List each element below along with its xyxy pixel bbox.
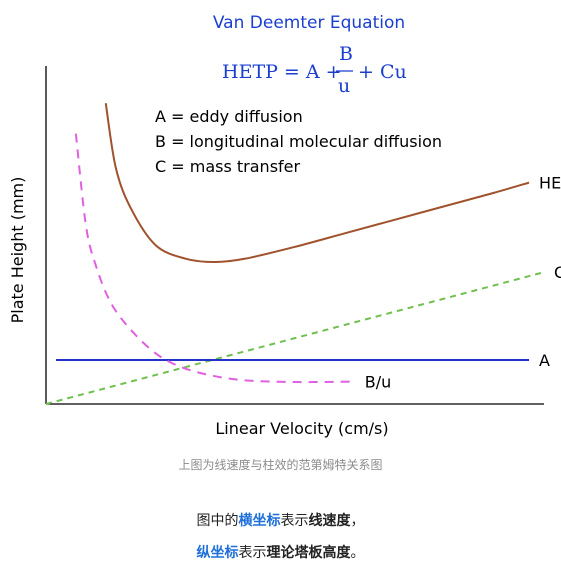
series-line-cu [45, 271, 545, 405]
x-axis-label: Linear Velocity (cm/s) [215, 419, 388, 438]
series-label-hetp: HETP [539, 174, 561, 193]
series-label-a: A [539, 351, 550, 370]
equation-denominator: u [338, 75, 350, 97]
note1-punct: ， [350, 513, 365, 529]
term-definitions: A = eddy diffusion B = longitudinal mole… [155, 107, 442, 176]
series-label-b-u: B/u [365, 373, 392, 392]
series-line-b-u [74, 133, 355, 384]
term-a: A = eddy diffusion [155, 107, 303, 126]
note1-x-axis-term: 横坐标 [238, 513, 281, 529]
equation: HETP = A + B u + Cu [222, 43, 407, 97]
term-b: B = longitudinal molecular diffusion [155, 132, 442, 151]
explanation-line-2: 纵坐标表示理论塔板高度。 [0, 542, 561, 562]
note2-punct: 。 [350, 545, 365, 561]
y-axis-label: Plate Height (mm) [8, 177, 27, 324]
note1-verb: 表示 [280, 513, 309, 529]
explanation-line-1: 图中的横坐标表示线速度， [0, 510, 561, 530]
note2-verb: 表示 [238, 545, 267, 561]
note1-prefix: 图中的 [196, 513, 239, 529]
equation-lhs: HETP = A + [222, 61, 342, 83]
note2-height-term: 理论塔板高度 [266, 545, 351, 561]
series-label-cu: Cu [554, 263, 561, 282]
term-c: C = mass transfer [155, 157, 301, 176]
chart-title: Van Deemter Equation [213, 13, 405, 33]
van-deemter-chart: Van Deemter Equation HETP = A + B u + Cu… [8, 13, 561, 438]
series-line-hetp [104, 103, 530, 264]
series-layer: HETP Cu A B/u [45, 103, 561, 405]
note2-y-axis-term: 纵坐标 [196, 545, 239, 561]
equation-rhs: + Cu [358, 61, 407, 83]
figure-caption: 上图为线速度与柱效的范第姆特关系图 [178, 458, 383, 472]
equation-numerator: B [339, 43, 353, 65]
note1-velocity-term: 线速度 [308, 513, 351, 529]
